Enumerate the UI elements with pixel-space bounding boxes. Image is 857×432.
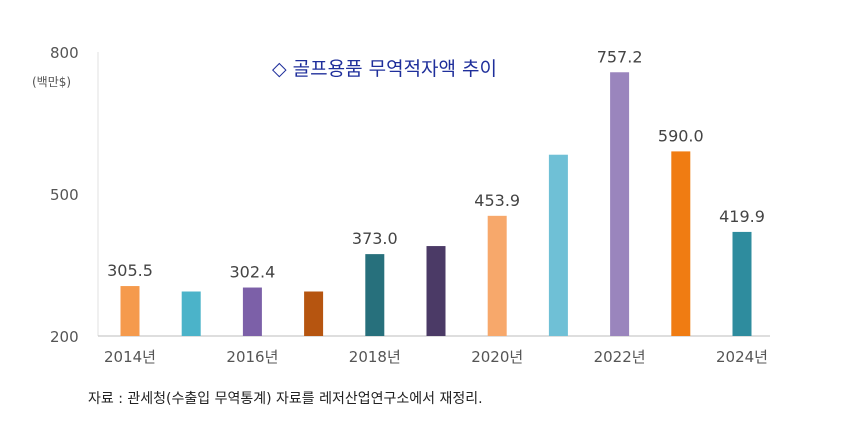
bar-2019년 (426, 246, 446, 336)
bar-2024년 (732, 231, 752, 336)
bar-2014년 (120, 286, 140, 336)
data-label: 419.9 (719, 207, 765, 226)
x-tick-label: 2024년 (716, 348, 768, 366)
bar-2020년 (487, 215, 507, 336)
bar-2015년 (181, 291, 201, 336)
bars (120, 72, 752, 336)
y-tick-label: 800 (50, 44, 79, 62)
data-label: 302.4 (229, 263, 275, 282)
bar-2017년 (304, 291, 324, 336)
data-label: 453.9 (474, 191, 520, 210)
data-label: 590.0 (658, 126, 704, 145)
y-ticks: 200 500 800 (50, 44, 79, 346)
bar-2018년 (365, 254, 385, 336)
chart-title: ◇ 골프용품 무역적자액 추이 (272, 58, 497, 80)
x-ticks: 2014년 2016년 2018년 2020년 2022년 2024년 (104, 348, 768, 366)
data-label: 757.2 (597, 47, 643, 66)
data-label: 373.0 (352, 229, 398, 248)
y-tick-label: 500 (50, 186, 79, 204)
x-tick-label: 2018년 (349, 348, 401, 366)
data-labels: 305.5 302.4 373.0 453.9 757.2 590.0 419.9 (107, 47, 765, 281)
bar-2023년 (671, 151, 691, 336)
x-tick-label: 2016년 (226, 348, 278, 366)
y-tick-label: 200 (50, 328, 79, 346)
x-tick-label: 2022년 (594, 348, 646, 366)
bar-2021년 (548, 154, 568, 336)
data-label: 305.5 (107, 261, 153, 280)
y-axis-unit: (백만$) (32, 75, 71, 89)
source-note: 자료 : 관세청(수출입 무역통계) 자료를 레저산업연구소에서 재정리. (88, 391, 483, 407)
trade-deficit-chart: ◇ 골프용품 무역적자액 추이 (백만$) 200 500 800 305.5 302… (32, 44, 770, 366)
x-tick-label: 2014년 (104, 348, 156, 366)
bar-2022년 (610, 72, 630, 336)
x-tick-label: 2020년 (471, 348, 523, 366)
bar-2016년 (242, 287, 262, 336)
